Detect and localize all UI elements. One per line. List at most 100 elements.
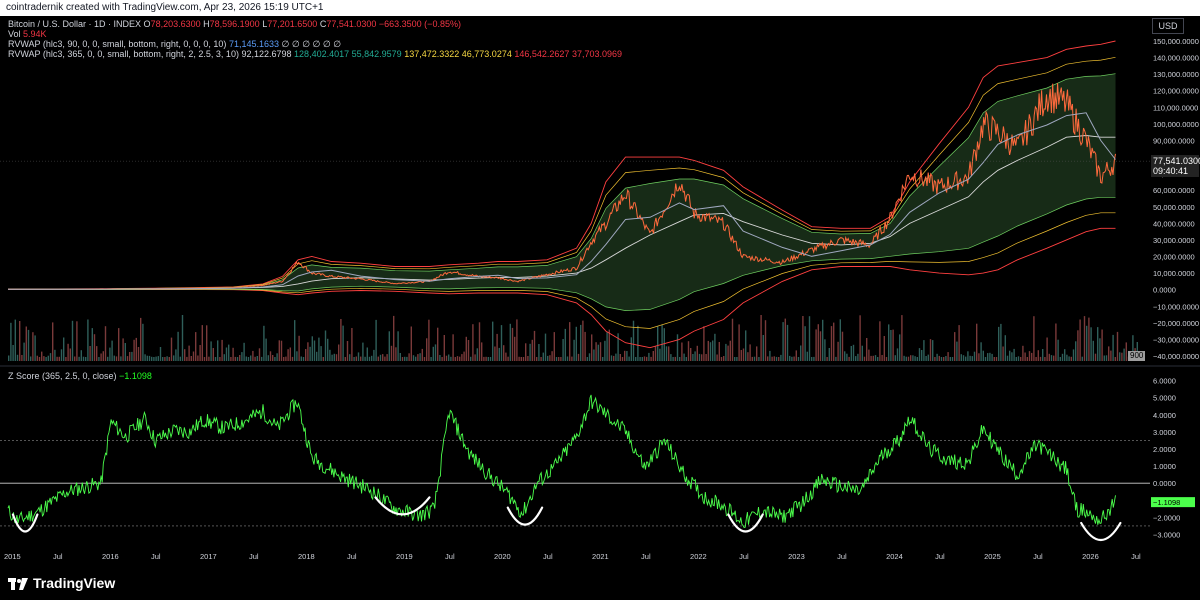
chart-canvas[interactable]: 150,000.0000 140,000.0000 130,000.0000 120,… [0,16,1200,600]
volume-bar [298,335,300,361]
volume-bar [1009,350,1011,361]
time-tick-label: Jul [53,552,63,561]
volume-bar [1002,346,1004,361]
rvwap90-legend[interactable]: RVWAP (hlc3, 90, 0, 0, small, bottom, ri… [8,39,341,50]
volume-bar [393,315,395,361]
volume-legend[interactable]: Vol 5.94K [8,29,47,40]
volume-bar [507,356,509,361]
volume-bar [883,336,885,361]
volume-bar [43,356,45,361]
rvwap90-value: 71,145.1633 [228,39,280,49]
volume-bar [450,356,452,361]
volume-bar [397,331,399,361]
volume-bar [685,357,687,361]
volume-bar [316,351,318,361]
volume-bar [921,350,923,361]
volume-bar [331,354,333,361]
time-tick-label: Jul [837,552,847,561]
volume-bar [173,355,175,361]
time-axis: 2015 Jul 2016 Jul 2017 Jul 2018 Jul 2019 Jul 2020 J… [4,552,1141,561]
bottom-curve-annotation [506,506,544,526]
band-outer-lower [8,227,1116,349]
volume-bar [621,357,624,361]
volume-bar [111,340,113,361]
volume-bar [738,324,740,361]
currency-selector[interactable]: USD [1152,18,1184,34]
volume-bar [608,329,610,361]
tradingview-logo[interactable]: TradingView [8,575,115,591]
volume-bar [984,357,987,361]
volume-bar [419,353,421,361]
volume-label: Vol [8,29,21,39]
low-label: L [262,19,268,29]
volume-bar [811,357,813,361]
volume-bar [368,356,371,361]
volume-bar [1026,357,1028,361]
volume-bar [228,344,230,361]
volume-bar [736,357,738,361]
volume-bar [522,357,525,361]
volume-bar [355,356,357,361]
volume-bar [142,323,144,361]
volume-bar [421,348,423,361]
volume-bar [701,354,703,361]
time-tick-label: Jul [445,552,455,561]
band-inner-lower [7,196,1116,311]
volume-bar [78,356,80,361]
volume-bar [782,322,784,361]
volume-bar [725,343,727,361]
volume-bar [27,329,30,361]
volume-bar [769,350,771,361]
volume-bar [445,355,448,361]
volume-bar [395,347,397,361]
volume-bar [1050,355,1053,361]
price-tick-label: 120,000.0000 [1153,87,1199,96]
volume-bar [784,318,786,361]
volume-bar [723,356,725,361]
low-value: 77,201.6500 [267,19,318,29]
volume-bar [932,340,934,361]
volume-bar [423,357,426,361]
zscore-legend[interactable]: Z Score (365, 2.5, 0, close) −1.1098 [8,371,152,381]
rvwap365-legend[interactable]: RVWAP (hlc3, 365, 0, 0, small, bottom, r… [8,49,622,60]
volume-bar [771,356,773,361]
volume-bar [470,356,472,361]
volume-bar [613,355,615,361]
tradingview-logo-text: TradingView [33,575,116,591]
price-series [0,83,1150,290]
volume-bar [386,354,388,361]
volume-bar [676,334,679,361]
rvwap-bands [7,40,1116,349]
volume-bar [179,356,181,361]
volume-bar [34,335,36,361]
volume-bar [1006,355,1009,361]
volume-bar [731,318,734,361]
volume-bar [313,340,316,361]
volume-bar [987,353,989,361]
volume-bar [1033,316,1035,361]
volume-bar [602,357,604,361]
volume-bar [305,349,307,361]
volume-bar [1123,348,1125,361]
volume-bar [212,348,214,361]
volume-bar [615,353,617,361]
volume-bars [8,315,1141,361]
volume-bar [518,356,520,361]
volume-bar [1112,334,1114,361]
volume-bar [1101,329,1103,361]
volume-bar [93,334,96,361]
volume-bar [45,357,47,361]
time-tick-label: 2022 [690,552,707,561]
volume-bar [819,331,822,361]
volume-bar [338,344,340,361]
volume-bar [98,357,100,361]
volume-bar [588,353,591,361]
symbol-name[interactable]: Bitcoin / U.S. Dollar · 1D · INDEX [8,19,142,29]
volume-bar [415,356,417,361]
volume-bar [408,353,410,361]
zscore-tick-label: 4.0000 [1153,411,1176,420]
volume-bar [25,326,27,361]
volume-bar [894,355,896,361]
volume-bar [452,334,454,361]
price-tick-label: −40,000.0000 [1153,352,1199,361]
